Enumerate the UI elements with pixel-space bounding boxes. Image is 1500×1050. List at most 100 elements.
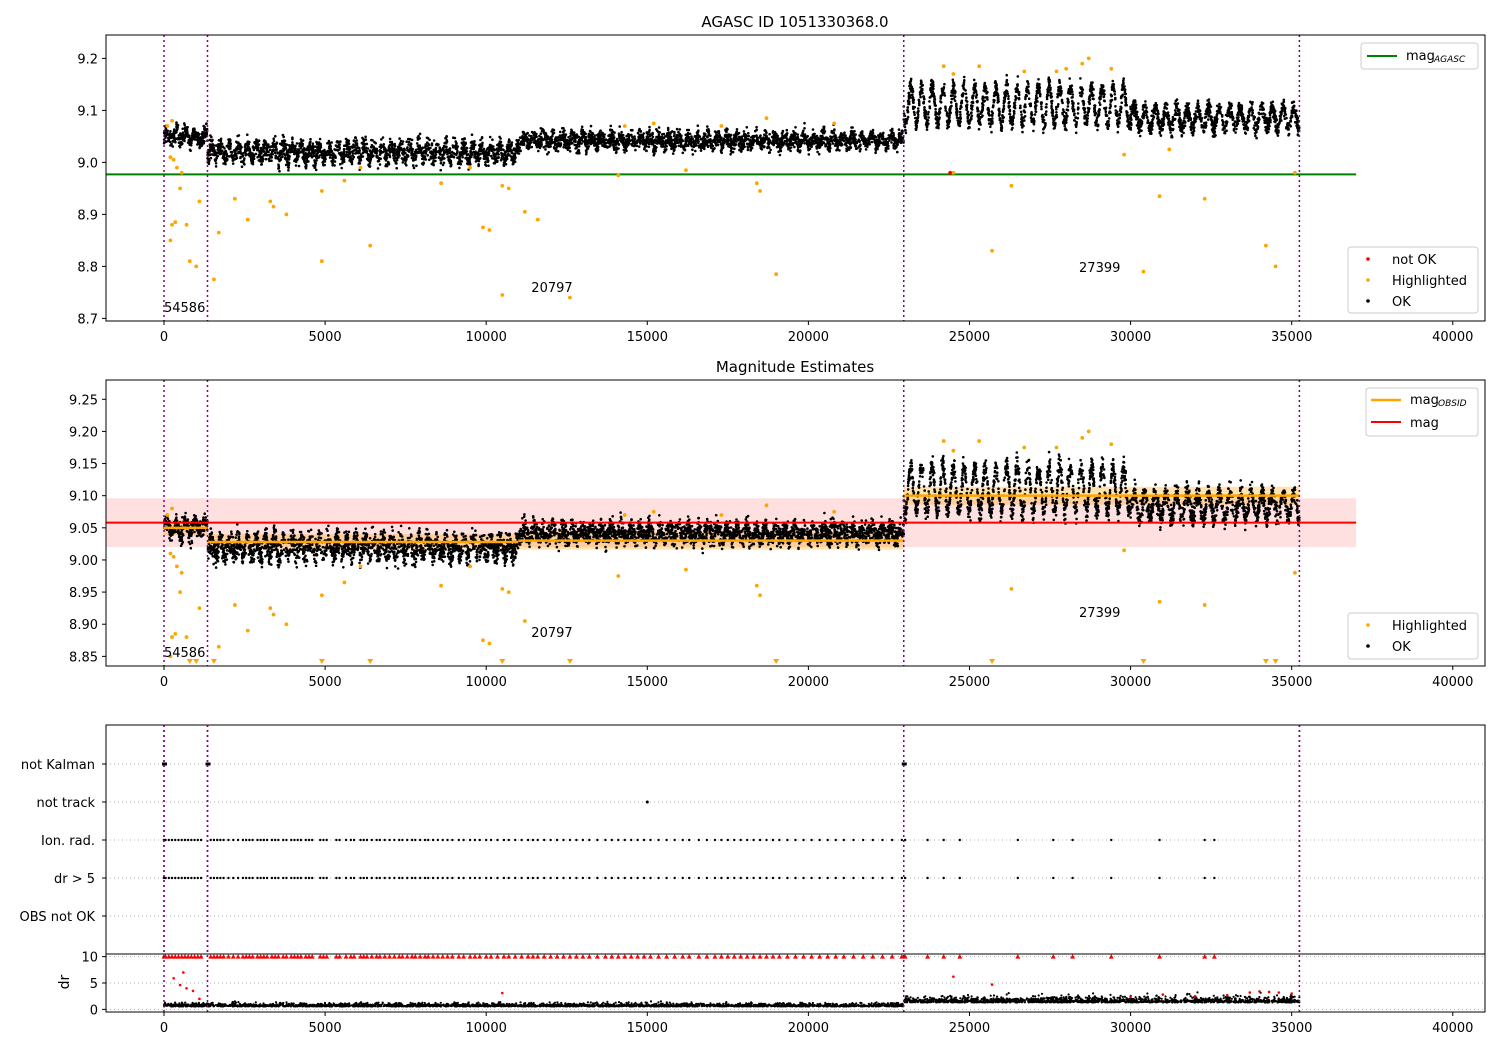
p1-ok-point — [340, 151, 343, 154]
p1-ok-point — [658, 131, 661, 134]
p1-ok-point — [664, 146, 667, 149]
p1-ok-point — [861, 132, 864, 135]
p1-ok-point — [499, 143, 502, 146]
p1-ok-point — [469, 155, 472, 158]
p1-ok-point — [502, 148, 505, 151]
p1-ok-point — [653, 140, 656, 143]
p1-ok-point — [274, 151, 277, 154]
p1-ok-point — [438, 156, 441, 159]
p1-ok-point — [695, 136, 698, 139]
p1-ok-point — [411, 157, 414, 160]
p1-ok-point — [849, 146, 852, 149]
p1-ok-point — [337, 149, 340, 152]
p1-ok-point — [610, 139, 613, 142]
p1-ok-point — [494, 156, 497, 159]
p1-ok-point — [823, 131, 826, 134]
p1-ok-point — [446, 139, 449, 142]
p1-ok-point — [186, 130, 189, 133]
p1-ok-point — [227, 155, 230, 158]
p1-ok-point — [828, 144, 831, 147]
p1-ok-point — [329, 147, 332, 150]
p1-ok-point — [219, 140, 222, 143]
p1-ok-point — [186, 133, 189, 136]
p1-ok-point — [284, 147, 287, 150]
p1-ok-point — [584, 138, 587, 141]
p1-ok-point — [483, 148, 486, 151]
p1-ok-point — [360, 154, 363, 157]
p1-ok-point — [214, 158, 217, 161]
p1-ok-point — [926, 128, 929, 131]
p1-ok-point — [696, 139, 699, 142]
p1-ok-point — [229, 145, 232, 148]
p1-ok-point — [559, 131, 562, 134]
p1-ok-point — [696, 132, 699, 135]
p1-ok-point — [496, 148, 499, 151]
p1-ok-point — [372, 154, 375, 157]
p1-ok-point — [432, 160, 435, 163]
p1-ok-point — [858, 134, 861, 137]
p1-ok-point — [389, 144, 392, 147]
p1-ok-point — [314, 162, 317, 165]
p1-ok-point — [562, 131, 565, 134]
p1-ok-point — [392, 143, 395, 146]
p1-ok-point — [270, 156, 273, 159]
p1-ok-point — [769, 149, 772, 152]
p1-ok-point — [747, 149, 750, 152]
p1-ok-point — [740, 146, 743, 149]
p1-ok-point — [587, 134, 590, 137]
p1-ok-point — [196, 138, 199, 141]
p1-ok-point — [698, 146, 701, 149]
p1-ok-point — [683, 147, 686, 150]
p1-ok-point — [485, 157, 488, 160]
p1-ok-point — [410, 152, 413, 155]
p1-ok-point — [721, 147, 724, 150]
p1-ok-point — [430, 155, 433, 158]
p1-ok-point — [235, 157, 238, 160]
p1-ok-point — [1037, 78, 1040, 81]
p1-ok-point — [518, 152, 521, 155]
p1-ok-point — [263, 143, 266, 146]
p1-ok-point — [411, 149, 414, 152]
p1-ok-point — [648, 146, 651, 149]
p1-ok-point — [295, 164, 298, 167]
p1-ok-point — [657, 140, 660, 143]
p1-ok-point — [224, 157, 227, 160]
p1-ok-point — [854, 133, 857, 136]
p1-ok-point — [702, 137, 705, 140]
p1-ok-point — [326, 142, 329, 145]
p1-ok-point — [613, 131, 616, 134]
p1-ok-point — [272, 137, 275, 140]
p1-ok-point — [497, 156, 500, 159]
p1-ok-point — [463, 137, 466, 140]
p1-ok-point — [458, 155, 461, 158]
p1-ok-point — [194, 131, 197, 134]
p1-ok-point — [281, 143, 284, 146]
p1-ok-point — [286, 153, 289, 156]
p1-ok-point — [644, 140, 647, 143]
p1-ok-point — [811, 141, 814, 144]
p1-ok-point — [577, 152, 580, 155]
p1-ok-point — [425, 152, 428, 155]
p1-ok-point — [442, 147, 445, 150]
p1-ok-point — [388, 147, 391, 150]
p1-ok-point — [816, 151, 819, 154]
p1-ok-point — [402, 140, 405, 143]
p1-ok-point — [248, 141, 251, 144]
p1-ok-point — [1017, 75, 1020, 78]
p1-ok-point — [246, 133, 249, 136]
p1-ok-point — [432, 153, 435, 156]
p1-ok-point — [301, 143, 304, 146]
p1-ok-point — [633, 135, 636, 138]
p1-ok-point — [238, 143, 241, 146]
p1-ok-point — [398, 154, 401, 157]
p1-ok-point — [582, 129, 585, 132]
p1-ok-point — [291, 141, 294, 144]
p1-ok-point — [287, 169, 290, 172]
p1-ok-point — [470, 141, 473, 144]
p1-ok-point — [371, 139, 374, 142]
p1-ok-point — [749, 149, 752, 152]
p1-ok-point — [375, 156, 378, 159]
p1-ok-point — [786, 129, 789, 132]
p1-ok-point — [211, 143, 214, 146]
p1-ok-point — [728, 144, 731, 147]
